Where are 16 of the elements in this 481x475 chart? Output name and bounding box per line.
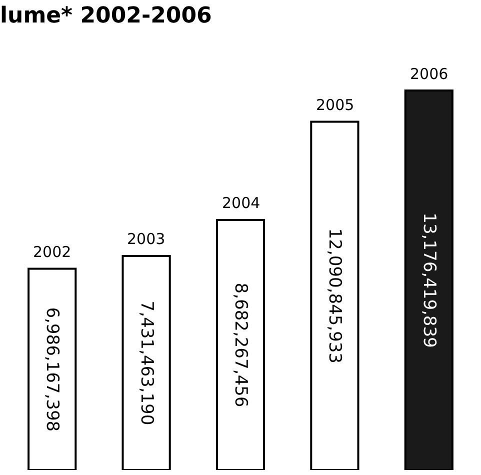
data-label: 12,090,845,933 xyxy=(324,228,345,364)
bar xyxy=(404,90,454,470)
data-label: 8,682,267,456 xyxy=(230,282,250,408)
data-label: 6,986,167,398 xyxy=(42,307,62,432)
bar xyxy=(122,254,171,470)
data-label: 7,431,463,190 xyxy=(136,300,156,426)
x-tick-label: 2004 xyxy=(222,194,260,212)
bar xyxy=(310,120,360,470)
bar xyxy=(28,268,77,470)
x-tick-label: 2002 xyxy=(33,243,72,261)
x-tick-label: 2003 xyxy=(127,230,166,248)
x-tick-label: 2006 xyxy=(410,65,448,83)
bar xyxy=(216,218,266,470)
x-tick-label: 2005 xyxy=(316,96,354,114)
data-label: 13,176,419,839 xyxy=(418,212,439,348)
chart-title: lume* 2002-2006 xyxy=(0,4,212,29)
